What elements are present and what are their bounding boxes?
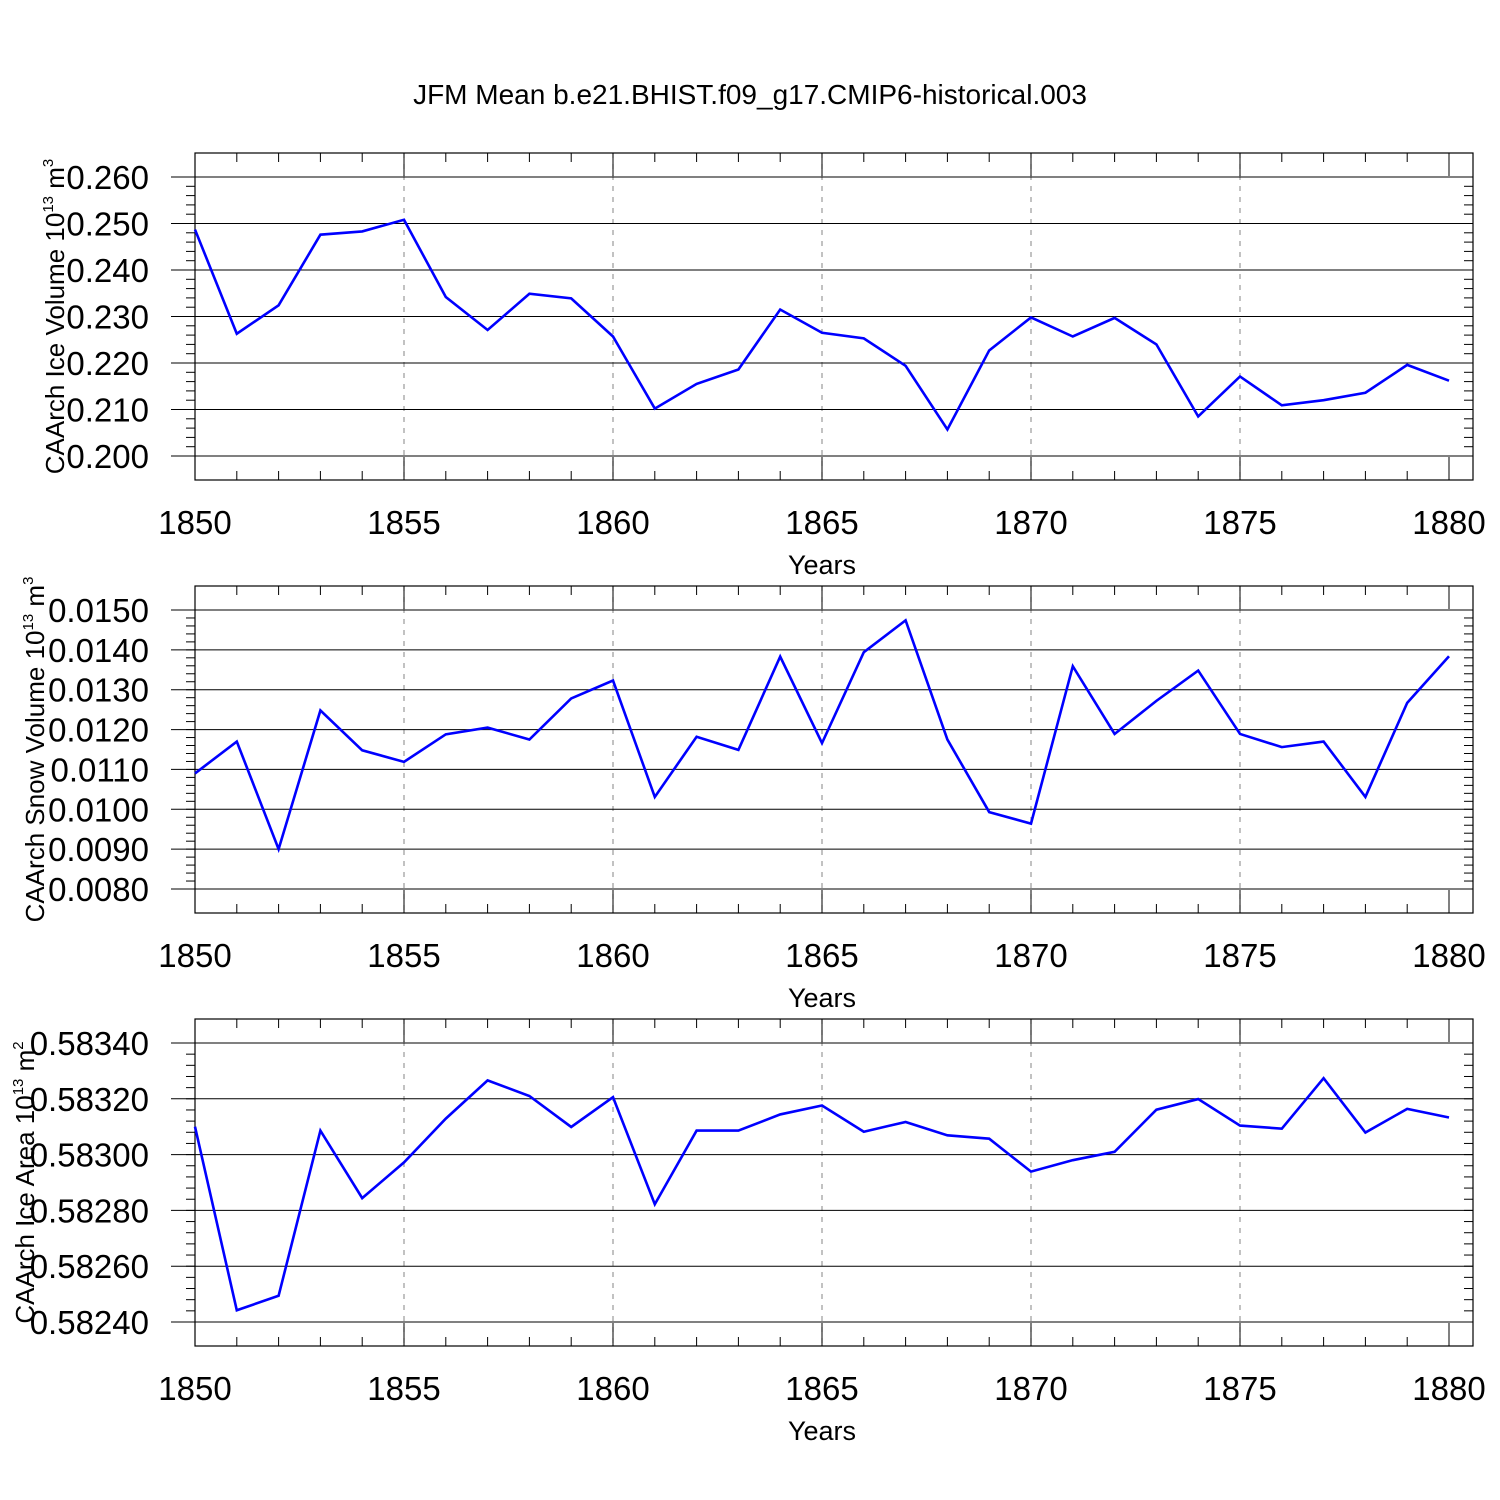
panel1-y-axis-label-part: 13 (40, 196, 57, 213)
panel3-y-tick-label: 0.58320 (30, 1081, 149, 1118)
panel1-y-axis-label: CAArch Ice Volume 1013 m3 (40, 159, 70, 475)
panel3-y-tick-label: 0.58280 (30, 1192, 149, 1229)
panel-ice-area: 1850 1855 1860 1865 1870 1875 1880 0.58240 0.582… (10, 1018, 1486, 1446)
panel3-y-axis-label-part: CAArch Ice Area 10 (10, 1095, 40, 1323)
panel2-x-tick-label: 1860 (576, 937, 649, 974)
panel1-y-tick-label: 0.260 (66, 159, 149, 196)
panel2-y-axis-label: CAArch Snow Volume 1013 m3 (20, 577, 50, 923)
panel3-x-tick-label: 1880 (1412, 1370, 1485, 1407)
panel1-series-line (193, 218, 1450, 433)
panel3-x-tick-label: 1860 (576, 1370, 649, 1407)
panel3-y-axis-label-part: 13 (10, 1079, 27, 1096)
panel2-x-tick-label: 1855 (367, 937, 440, 974)
panel3-plot-frame (194, 1018, 1474, 1347)
panel1-y-axis-label-part: 3 (40, 159, 57, 167)
panel1-x-tick-label: 1870 (994, 504, 1067, 541)
panel1-x-axis-label: Years (788, 550, 856, 580)
panel2-y-tick-label: 0.0110 (51, 751, 149, 788)
panel2-y-tick-label: 0.0100 (48, 791, 149, 828)
panel2-y-axis-label-part: m (20, 585, 50, 614)
panel3-x-tick-label: 1875 (1203, 1370, 1276, 1407)
panel2-x-tick-label: 1880 (1412, 937, 1485, 974)
panel-snow-volume: 1850 1855 1860 1865 1870 1875 1880 0.00800.0090… (20, 577, 1486, 1013)
panel1-y-axis-label-part: CAArch Ice Volume 10 (40, 213, 70, 475)
panel2-x-axis-label: Years (788, 983, 856, 1013)
panel3-x-axis-label: Years (788, 1416, 856, 1446)
panel3-y-tick-label: 0.58260 (30, 1248, 149, 1285)
panel1-y-tick-label: 0.250 (66, 206, 149, 243)
chart-title: JFM Mean b.e21.BHIST.f09_g17.CMIP6-histo… (413, 79, 1087, 110)
panel1-y-tick-label: 0.210 (66, 392, 149, 429)
panel3-y-axis-label: CAArch Ice Area 1013 m2 (10, 1041, 40, 1323)
panel1-x-tick-label: 1875 (1203, 504, 1276, 541)
panel1-x-tick-label: 1880 (1412, 504, 1485, 541)
panel2-y-tick-label: 0.0150 (48, 592, 149, 629)
panel3-y-axis-label-part: m (10, 1050, 40, 1079)
panel1-x-tick-label: 1860 (576, 504, 649, 541)
panel2-y-tick-label: 0.0090 (48, 831, 149, 868)
panel1-x-tick-label: 1865 (785, 504, 858, 541)
panel2-x-tick-label: 1870 (994, 937, 1067, 974)
panel2-y-tick-label: 0.0140 (48, 632, 149, 669)
panel2-series-line (194, 618, 1450, 854)
panel3-x-tick-label: 1865 (785, 1370, 858, 1407)
panel2-x-tick-label: 1850 (158, 937, 231, 974)
panel3-y-tick-label: 0.58240 (30, 1304, 149, 1341)
panel2-y-axis-label-part: 3 (20, 577, 37, 585)
panel2-y-tick-label: 0.0080 (48, 871, 149, 908)
panel1-y-axis-label-part: m (40, 167, 70, 196)
panel1-y-tick-label: 0.220 (66, 345, 149, 382)
panel1-x-tick-label: 1850 (158, 504, 231, 541)
panel-ice-volume: 1850 1855 1860 1865 1870 1875 1880 0.200 0.210 0.… (40, 152, 1486, 580)
panel3-y-tick-label: 0.58300 (30, 1137, 149, 1174)
panel3-series-line (193, 1076, 1450, 1312)
panel3-x-tick-label: 1850 (158, 1370, 231, 1407)
panel3-y-axis-label-part: 2 (10, 1041, 27, 1049)
panel2-x-tick-label: 1875 (1203, 937, 1276, 974)
panel3-x-tick-label: 1855 (367, 1370, 440, 1407)
panel1-x-tick-label: 1855 (367, 504, 440, 541)
panel2-y-axis-label-part: CAArch Snow Volume 10 (20, 630, 50, 922)
panel2-y-tick-label: 0.0130 (48, 672, 149, 709)
panel3-x-tick-label: 1870 (994, 1370, 1067, 1407)
panel3-y-tick-label: 0.58340 (30, 1025, 149, 1062)
panel1-y-tick-label: 0.230 (66, 299, 149, 336)
panel2-x-tick-label: 1865 (785, 937, 858, 974)
panel2-plot-frame (194, 585, 1474, 914)
panel1-y-tick-label: 0.200 (66, 438, 149, 475)
panel2-y-axis-label-part: 13 (20, 614, 37, 631)
panel2-y-tick-label: 0.0120 (48, 712, 149, 749)
panel1-y-tick-label: 0.240 (66, 252, 149, 289)
